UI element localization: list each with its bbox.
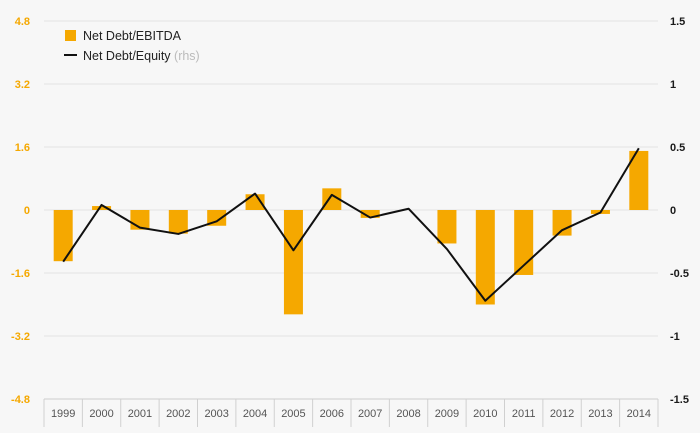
- bar: [552, 210, 572, 236]
- legend-label-bar: Net Debt/EBITDA: [83, 29, 182, 43]
- x-tick-label: 2009: [435, 408, 459, 420]
- y-right-tick-label: 0: [670, 205, 676, 217]
- x-tick-label: 2003: [204, 408, 228, 420]
- bar: [514, 210, 534, 275]
- x-tick-label: 2005: [281, 408, 305, 420]
- x-tick-label: 1999: [51, 408, 75, 420]
- legend-label-line: Net Debt/Equity (rhs): [83, 49, 200, 63]
- y-left-tick-label: 3.2: [15, 79, 30, 91]
- bar: [207, 210, 227, 226]
- y-right-tick-label: 0.5: [670, 142, 685, 154]
- legend-label-line-note: (rhs): [174, 49, 200, 63]
- bar: [437, 210, 457, 244]
- axes: 4.8 3.2 1.6 0 -1.6 -3.2 -4.8 1.5 1 0.5 0 -0.5 -1 -1.5…: [11, 16, 689, 427]
- x-tick-label: 2001: [128, 408, 152, 420]
- x-tick-label: 2012: [550, 408, 574, 420]
- y-left-tick-label: 0: [24, 205, 30, 217]
- x-tick-label: 2002: [166, 408, 190, 420]
- y-right-tick-label: -1.5: [670, 394, 689, 406]
- y-right-tick-label: -1: [670, 331, 680, 343]
- x-tick-label: 2007: [358, 408, 382, 420]
- x-tick-label: 2014: [627, 408, 651, 420]
- x-tick-label: 2004: [243, 408, 267, 420]
- bar: [283, 210, 303, 315]
- legend: Net Debt/EBITDA Net Debt/Equity (rhs): [64, 29, 200, 63]
- x-tick-label: 2011: [512, 408, 536, 420]
- x-tick-label: 2008: [396, 408, 420, 420]
- y-left-tick-label: -3.2: [11, 331, 30, 343]
- line-series: [62, 147, 640, 302]
- y-left-tick-label: 1.6: [15, 142, 30, 154]
- bar-series: [53, 150, 649, 315]
- x-tick-label: 2013: [588, 408, 612, 420]
- y-right-tick-label: 1.5: [670, 16, 685, 28]
- bar: [53, 210, 73, 262]
- series-line: [62, 147, 640, 302]
- x-tick-label: 2010: [473, 408, 497, 420]
- legend-swatch-bar: [65, 30, 76, 41]
- y-right-tick-label: -0.5: [670, 268, 689, 280]
- legend-label-line-name: Net Debt/Equity: [83, 49, 171, 63]
- x-tick-label: 2006: [320, 408, 344, 420]
- bar: [92, 206, 112, 210]
- x-tick-label: 2000: [89, 408, 113, 420]
- bar: [629, 150, 649, 210]
- y-left-tick-label: -4.8: [11, 394, 30, 406]
- bar: [168, 210, 188, 234]
- bar: [360, 210, 380, 218]
- y-left-tick-label: 4.8: [15, 16, 30, 28]
- bar: [475, 210, 495, 305]
- y-left-tick-label: -1.6: [11, 268, 30, 280]
- y-right-tick-label: 1: [670, 79, 676, 91]
- bar: [322, 188, 342, 210]
